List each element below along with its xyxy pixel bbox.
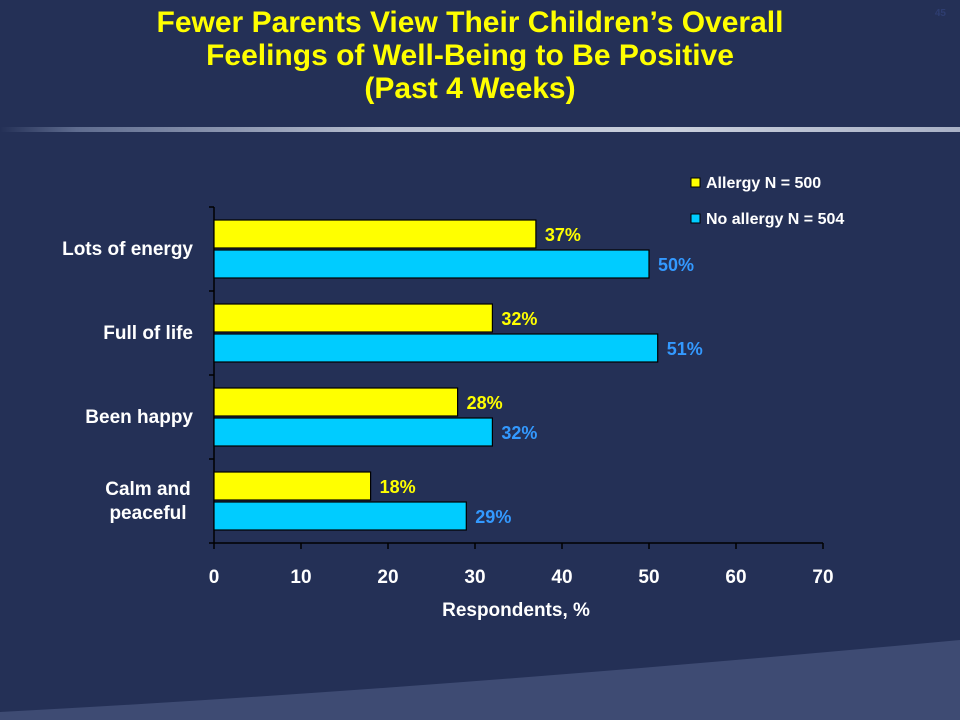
title-line-3: (Past 4 Weeks) xyxy=(364,72,576,105)
x-tick-label: 10 xyxy=(290,567,311,588)
title-line-1: Fewer Parents View Their Children’s Over… xyxy=(156,6,784,39)
value-label-allergy: 37% xyxy=(545,225,581,245)
x-tick-label: 50 xyxy=(638,567,659,588)
category-label: Been happy xyxy=(85,407,193,428)
value-label-allergy: 32% xyxy=(501,309,537,329)
x-tick-label: 20 xyxy=(377,567,398,588)
bar-no-allergy xyxy=(213,417,493,447)
x-tick-label: 0 xyxy=(209,567,220,588)
bar-allergy xyxy=(213,219,537,249)
category-label: peaceful xyxy=(109,503,186,524)
x-tick-label: 60 xyxy=(725,567,746,588)
category-label: Lots of energy xyxy=(62,239,193,260)
bar-allergy xyxy=(213,387,459,417)
x-tick-label: 30 xyxy=(464,567,485,588)
category-label: Full of life xyxy=(103,323,193,344)
value-label-allergy: 18% xyxy=(380,477,416,497)
legend-swatch-allergy xyxy=(690,177,701,188)
page-number: 45 xyxy=(934,8,946,19)
bar-no-allergy xyxy=(213,333,659,363)
x-tick-label: 70 xyxy=(812,567,833,588)
value-label-no-allergy: 29% xyxy=(475,507,511,527)
legend-swatch-no-allergy xyxy=(690,213,701,224)
bar-allergy xyxy=(213,471,372,501)
value-label-allergy: 28% xyxy=(467,393,503,413)
category-label: Calm and xyxy=(105,479,191,500)
bar-allergy xyxy=(213,303,493,333)
title-divider xyxy=(0,127,960,132)
legend-label-no-allergy: No allergy N = 504 xyxy=(706,211,844,228)
value-label-no-allergy: 50% xyxy=(658,255,694,275)
title-line-2: Feelings of Well-Being to Be Positive xyxy=(206,39,734,72)
value-label-no-allergy: 51% xyxy=(667,339,703,359)
legend-label-allergy: Allergy N = 500 xyxy=(706,175,821,192)
value-label-no-allergy: 32% xyxy=(501,423,537,443)
slide-title: Fewer Parents View Their Children’s Over… xyxy=(20,6,920,105)
x-axis-title: Respondents, % xyxy=(442,600,590,621)
bar-no-allergy xyxy=(213,501,467,531)
x-tick-label: 40 xyxy=(551,567,572,588)
bar-no-allergy xyxy=(213,249,650,279)
